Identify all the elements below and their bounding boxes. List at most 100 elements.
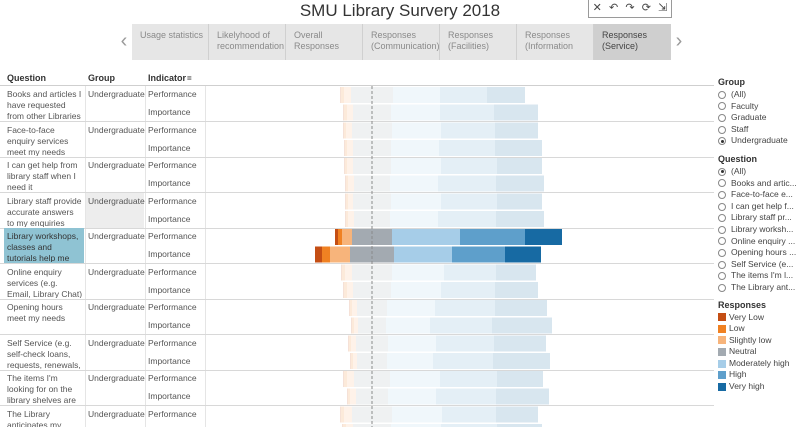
group-option[interactable]: Undergraduate (718, 135, 800, 147)
indicator-performance[interactable]: Performance (148, 195, 197, 206)
group-label[interactable]: Undergraduate (88, 408, 145, 419)
table-row[interactable]: Library staff provide accurate answers t… (0, 192, 714, 229)
group-label[interactable]: Undergraduate (88, 337, 145, 348)
question-label[interactable]: The Library anticipates my (7, 408, 62, 427)
chevron-right-icon[interactable]: › (675, 30, 683, 52)
expand-icon[interactable]: ⇲ (658, 2, 668, 14)
story-point-tab[interactable]: Responses (Facilities) (440, 24, 517, 60)
table-row[interactable]: Online enquiry services (e.g. Email, Lib… (0, 264, 714, 300)
refresh-icon[interactable]: ⟳ (641, 2, 651, 14)
radio-icon[interactable] (718, 283, 726, 292)
group-label[interactable]: Undergraduate (88, 160, 145, 170)
indicator-importance[interactable]: Importance (148, 284, 191, 295)
table-row[interactable]: Opening hours meet my needs Undergraduate… (0, 299, 714, 335)
question-option[interactable]: (All) (718, 166, 800, 178)
indicator-performance[interactable]: Performance (148, 124, 197, 135)
radio-icon[interactable] (718, 237, 726, 246)
indicator-performance[interactable]: Performance (148, 337, 197, 348)
group-option[interactable]: (All) (718, 89, 800, 101)
legend-item[interactable]: Slightly low (718, 335, 800, 347)
group-label[interactable]: Undergraduate (88, 124, 145, 135)
story-point-tab[interactable]: Likelyhood of recommendation (209, 24, 286, 60)
table-row[interactable]: The items I'm looking for on the library… (0, 370, 714, 406)
group-label[interactable]: Undergraduate (88, 266, 145, 277)
legend-item[interactable]: Moderately high (718, 358, 800, 370)
group-option[interactable]: Faculty (718, 101, 800, 113)
table-row[interactable]: Self Service (e.g. self-check loans, req… (0, 335, 714, 371)
table-row[interactable]: Books and articles I have requested from… (0, 86, 714, 122)
indicator-importance[interactable]: Importance (148, 213, 191, 224)
group-label[interactable]: Undergraduate (88, 89, 145, 99)
group-option[interactable]: Staff (718, 124, 800, 136)
indicator-importance[interactable]: Importance (148, 355, 191, 366)
column-header-group[interactable]: Group (88, 73, 115, 83)
group-label[interactable]: Undergraduate (88, 231, 145, 241)
indicator-performance[interactable]: Performance (148, 231, 197, 241)
indicator-importance[interactable]: Importance (148, 142, 191, 153)
table-row[interactable]: The Library anticipates my Undergraduate P… (0, 406, 714, 427)
column-header-indicator[interactable]: Indicator= (148, 73, 192, 83)
redo-icon[interactable]: ↷ (625, 2, 635, 14)
story-point-tab[interactable]: Usage statistics (132, 24, 209, 60)
column-header-question[interactable]: Question (7, 73, 47, 83)
story-point-tab[interactable]: Responses (Information (517, 24, 594, 60)
question-label[interactable]: Books and articles I have requested from… (7, 89, 82, 120)
question-label[interactable]: Library workshops, classes and tutorials… (7, 231, 79, 262)
question-option[interactable]: Library staff pr... (718, 212, 800, 224)
story-point-tab[interactable]: Responses (Service) (594, 24, 671, 60)
radio-icon[interactable] (718, 137, 726, 146)
undo-icon[interactable]: ↶ (608, 2, 619, 14)
question-option[interactable]: Self Service (e... (718, 259, 800, 271)
radio-icon[interactable] (718, 125, 726, 134)
indicator-performance[interactable]: Performance (148, 408, 197, 419)
group-label[interactable]: Undergraduate (88, 195, 145, 206)
radio-icon[interactable] (718, 190, 726, 199)
question-option[interactable]: The items I'm l... (718, 270, 800, 282)
question-option[interactable]: Library worksh... (718, 224, 800, 236)
radio-icon[interactable] (718, 113, 726, 122)
group-option[interactable]: Graduate (718, 112, 800, 124)
question-option[interactable]: I can get help f... (718, 201, 800, 213)
radio-icon[interactable] (718, 167, 726, 176)
radio-icon[interactable] (718, 260, 726, 269)
table-row[interactable]: Face-to-face enquiry services meet my ne… (0, 122, 714, 158)
indicator-performance[interactable]: Performance (148, 160, 197, 170)
indicator-importance[interactable]: Importance (148, 107, 191, 117)
question-option[interactable]: Opening hours ... (718, 247, 800, 259)
legend-item[interactable]: Very high (718, 381, 800, 393)
radio-icon[interactable] (718, 90, 726, 99)
table-row[interactable]: I can get help from library staff when I… (0, 157, 714, 193)
indicator-performance[interactable]: Performance (148, 302, 197, 312)
legend-item[interactable]: Neutral (718, 346, 800, 358)
table-row[interactable]: Library workshops, classes and tutorials… (0, 228, 714, 264)
group-label[interactable]: Undergraduate (88, 373, 145, 383)
question-option[interactable]: Face-to-face e... (718, 189, 800, 201)
radio-icon[interactable] (718, 214, 726, 223)
question-label[interactable]: The items I'm looking for on the library… (7, 373, 76, 404)
radio-icon[interactable] (718, 102, 726, 111)
indicator-importance[interactable]: Importance (148, 391, 191, 401)
question-label[interactable]: Online enquiry services (e.g. Email, Lib… (7, 266, 83, 298)
question-option[interactable]: Books and artic... (718, 178, 800, 190)
indicator-performance[interactable]: Performance (148, 373, 197, 383)
story-point-tab[interactable]: Overall Responses (286, 24, 363, 60)
indicator-importance[interactable]: Importance (148, 249, 191, 259)
close-icon[interactable]: ✕ (592, 2, 602, 14)
indicator-performance[interactable]: Performance (148, 266, 197, 277)
sort-icon[interactable]: = (187, 74, 192, 83)
question-option[interactable]: Online enquiry ... (718, 236, 800, 248)
question-label[interactable]: Opening hours meet my needs (7, 302, 66, 323)
question-label[interactable]: Library staff provide accurate answers t… (7, 195, 82, 227)
question-label[interactable]: Self Service (e.g. self-check loans, req… (7, 337, 81, 369)
radio-icon[interactable] (718, 202, 726, 211)
legend-item[interactable]: Very Low (718, 312, 800, 324)
radio-icon[interactable] (718, 179, 726, 188)
legend-item[interactable]: Low (718, 323, 800, 335)
indicator-importance[interactable]: Importance (148, 320, 191, 330)
legend-item[interactable]: High (718, 369, 800, 381)
radio-icon[interactable] (718, 248, 726, 257)
chevron-left-icon[interactable]: ‹ (120, 30, 128, 52)
radio-icon[interactable] (718, 272, 726, 281)
indicator-importance[interactable]: Importance (148, 178, 191, 188)
group-label[interactable]: Undergraduate (88, 302, 145, 312)
